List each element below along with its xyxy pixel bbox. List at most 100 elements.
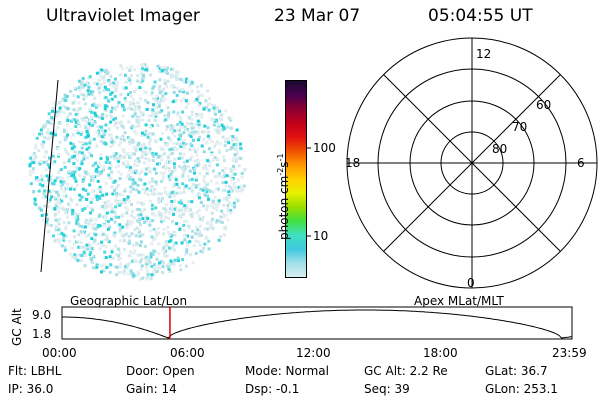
imager-pixel bbox=[124, 264, 128, 268]
imager-pixel bbox=[134, 125, 138, 129]
imager-pixel bbox=[105, 69, 108, 73]
imager-pixel bbox=[232, 167, 236, 171]
imager-pixel bbox=[167, 125, 171, 129]
imager-pixel bbox=[72, 187, 76, 191]
imager-pixel bbox=[110, 210, 114, 214]
imager-pixel bbox=[182, 97, 186, 100]
imager-pixel bbox=[235, 146, 239, 150]
imager-pixel bbox=[196, 90, 200, 94]
imager-pixel bbox=[220, 118, 223, 122]
imager-pixel bbox=[95, 198, 99, 202]
imager-pixel bbox=[84, 81, 88, 85]
imager-pixel bbox=[107, 88, 111, 92]
imager-pixel bbox=[91, 189, 95, 193]
imager-pixel bbox=[196, 119, 200, 123]
imager-pixel bbox=[151, 112, 155, 115]
imager-pixel bbox=[215, 208, 219, 212]
imager-pixel bbox=[86, 89, 90, 93]
x-tick-1200: 12:00 bbox=[296, 346, 331, 360]
imager-pixel bbox=[38, 183, 42, 186]
imager-pixel bbox=[154, 171, 158, 175]
imager-pixel bbox=[137, 107, 141, 111]
imager-pixel bbox=[175, 129, 179, 132]
imager-pixel bbox=[115, 265, 119, 269]
imager-pixel bbox=[74, 257, 78, 261]
imager-pixel bbox=[40, 214, 44, 217]
imager-pixel bbox=[58, 202, 62, 206]
imager-pixel bbox=[88, 118, 92, 122]
imager-pixel bbox=[173, 165, 176, 169]
imager-pixel bbox=[66, 175, 70, 179]
imager-pixel bbox=[51, 151, 55, 155]
imager-pixel bbox=[91, 123, 94, 127]
imager-pixel bbox=[167, 267, 171, 271]
imager-pixel bbox=[95, 82, 99, 86]
imager-pixel bbox=[179, 268, 183, 272]
imager-pixel bbox=[103, 238, 107, 242]
imager-pixel bbox=[99, 157, 103, 161]
imager-pixel bbox=[123, 270, 126, 274]
imager-pixel bbox=[138, 260, 142, 264]
imager-pixel bbox=[161, 271, 165, 274]
imager-pixel bbox=[31, 158, 35, 162]
imager-pixel bbox=[171, 68, 175, 72]
imager-pixel bbox=[71, 211, 74, 215]
imager-pixel bbox=[169, 259, 173, 263]
imager-pixel bbox=[153, 263, 156, 267]
imager-pixel bbox=[108, 166, 112, 170]
imager-pixel bbox=[182, 90, 185, 94]
imager-pixel bbox=[144, 219, 148, 223]
imager-pixel bbox=[160, 66, 164, 70]
imager-pixel bbox=[152, 97, 155, 101]
imager-pixel bbox=[114, 121, 118, 125]
imager-pixel bbox=[167, 262, 171, 266]
imager-pixel bbox=[173, 258, 177, 262]
imager-pixel bbox=[94, 113, 98, 117]
imager-pixel bbox=[115, 126, 119, 130]
imager-pixel bbox=[137, 160, 141, 163]
imager-pixel bbox=[194, 164, 198, 168]
lat-label-60: 60 bbox=[536, 98, 552, 112]
imager-pixel bbox=[185, 91, 189, 95]
imager-pixel bbox=[119, 120, 123, 124]
imager-pixel bbox=[68, 158, 72, 161]
imager-pixel bbox=[120, 193, 124, 197]
imager-pixel bbox=[110, 185, 114, 189]
imager-pixel bbox=[149, 276, 153, 280]
imager-pixel bbox=[98, 197, 102, 200]
imager-pixel bbox=[113, 140, 117, 144]
imager-pixel bbox=[173, 129, 177, 133]
imager-pixel bbox=[93, 227, 97, 230]
imager-pixel bbox=[149, 92, 153, 96]
imager-pixel bbox=[194, 122, 198, 126]
imager-pixel bbox=[207, 130, 211, 134]
imager-pixel bbox=[110, 91, 114, 95]
imager-pixel bbox=[187, 122, 191, 126]
imager-pixel bbox=[177, 141, 181, 145]
imager-pixel bbox=[171, 84, 175, 87]
imager-pixel bbox=[131, 168, 135, 172]
imager-pixel bbox=[192, 133, 196, 137]
imager-pixel bbox=[141, 146, 145, 150]
imager-pixel bbox=[197, 234, 201, 238]
imager-pixel bbox=[63, 189, 67, 193]
imager-pixel bbox=[172, 194, 176, 198]
imager-pixel bbox=[141, 67, 144, 71]
imager-pixel bbox=[88, 138, 92, 142]
imager-pixel bbox=[46, 128, 50, 132]
imager-pixel bbox=[192, 99, 196, 103]
imager-pixel bbox=[130, 214, 134, 218]
imager-pixel bbox=[166, 225, 170, 229]
imager-pixel bbox=[62, 233, 66, 237]
imager-pixel bbox=[205, 168, 209, 171]
imager-pixel bbox=[76, 240, 80, 244]
imager-pixel bbox=[78, 193, 82, 197]
imager-pixel bbox=[137, 105, 141, 109]
imager-pixel bbox=[165, 203, 168, 207]
imager-pixel bbox=[173, 233, 177, 237]
imager-pixel bbox=[220, 175, 224, 179]
imager-pixel bbox=[146, 133, 150, 137]
imager-pixel bbox=[182, 160, 186, 164]
imager-pixel bbox=[135, 259, 138, 263]
imager-pixel bbox=[203, 242, 207, 246]
